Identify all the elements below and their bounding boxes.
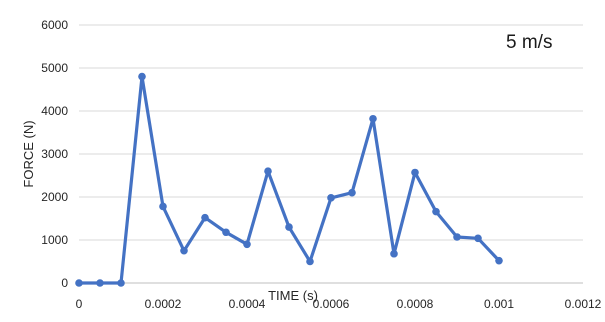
data-point (285, 223, 293, 231)
y-tick-label: 5000 (41, 61, 68, 75)
x-tick-label: 0.0004 (229, 297, 266, 311)
y-axis-title: FORCE (N) (21, 120, 36, 187)
x-axis-title: TIME (s) (268, 288, 318, 303)
y-tick-labels: 0 1000 2000 3000 4000 5000 6000 (41, 18, 68, 290)
data-point (348, 188, 356, 197)
x-tick-label: 0 (76, 297, 83, 311)
y-tick-label: 0 (61, 276, 68, 290)
gridlines (79, 24, 583, 241)
data-point (138, 72, 146, 81)
y-tick-label: 2000 (41, 190, 68, 204)
data-point (96, 279, 104, 287)
data-point (264, 167, 272, 175)
data-point (390, 249, 398, 258)
data-point (222, 228, 230, 237)
series-line (77, 74, 501, 285)
data-point (159, 202, 167, 211)
data-point (75, 279, 83, 287)
x-tick-label: 0.0006 (313, 297, 350, 311)
x-tick-labels: 0 0.0002 0.0004 0.0006 0.0008 0.001 0.0012 (76, 297, 602, 311)
data-point (495, 256, 503, 265)
y-tick-label: 3000 (41, 147, 68, 161)
y-tick-label: 4000 (41, 104, 68, 118)
data-point (411, 168, 419, 177)
data-point (432, 207, 440, 216)
series-group (75, 72, 503, 287)
x-tick-label: 0.001 (484, 297, 514, 311)
x-tick-label: 0.0008 (397, 297, 434, 311)
data-point (474, 234, 482, 243)
x-tick-label: 0.0002 (145, 297, 182, 311)
data-point (453, 233, 461, 241)
y-tick-label: 6000 (41, 18, 68, 32)
x-tick-label: 0.0012 (565, 297, 602, 311)
data-point (327, 194, 335, 202)
data-point (306, 257, 314, 266)
data-point (369, 114, 377, 123)
data-point (117, 279, 125, 287)
data-point (243, 240, 251, 249)
data-point (201, 213, 209, 222)
y-tick-label: 1000 (41, 233, 68, 247)
data-point (180, 246, 188, 255)
speed-annotation: 5 m/s (506, 32, 552, 53)
